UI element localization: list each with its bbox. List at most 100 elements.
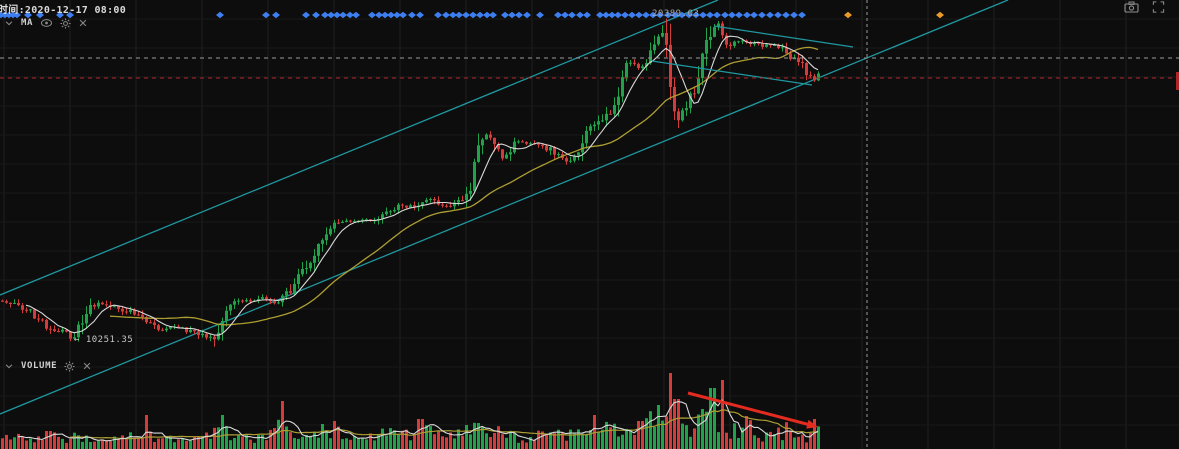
event-marker-diamond bbox=[469, 11, 477, 19]
event-marker-diamond bbox=[515, 11, 523, 19]
event-marker-diamond bbox=[635, 11, 643, 19]
trend-channel-lines[interactable] bbox=[0, 0, 1009, 415]
event-marker-diamond bbox=[523, 11, 531, 19]
event-marker-diamond bbox=[844, 11, 852, 19]
drawn-arrow-annotation[interactable] bbox=[687, 391, 818, 429]
event-marker-diamond bbox=[489, 11, 497, 19]
event-marker-diamond bbox=[790, 11, 798, 19]
event-marker-diamond bbox=[36, 11, 44, 19]
close-icon[interactable] bbox=[78, 18, 88, 28]
event-marker-diamond bbox=[442, 11, 450, 19]
event-marker-diamond bbox=[434, 11, 442, 19]
event-marker-diamond bbox=[302, 11, 310, 19]
pullback-flag-lines[interactable] bbox=[651, 25, 854, 86]
event-marker-diamond bbox=[327, 11, 335, 19]
gear-icon[interactable] bbox=[60, 17, 71, 29]
event-marker-diamond bbox=[699, 11, 707, 19]
event-marker-diamond bbox=[596, 11, 604, 19]
volume-bars bbox=[1, 373, 820, 449]
event-marker-diamond bbox=[936, 11, 944, 19]
event-marker-diamond bbox=[649, 11, 657, 19]
event-marker-diamond bbox=[656, 11, 664, 19]
event-marker-diamond bbox=[766, 11, 774, 19]
event-marker-diamond bbox=[262, 11, 270, 19]
event-marker-diamond bbox=[501, 11, 509, 19]
event-marker-diamond bbox=[216, 11, 224, 19]
alert-edge-tick bbox=[1176, 72, 1179, 90]
event-marker-diamond bbox=[721, 11, 729, 19]
event-marker-diamond bbox=[66, 11, 74, 19]
event-marker-diamond bbox=[393, 11, 401, 19]
event-marker-diamond bbox=[758, 11, 766, 19]
event-marker-diamond bbox=[408, 11, 416, 19]
event-marker-diamond bbox=[416, 11, 424, 19]
event-marker-diamond bbox=[743, 11, 751, 19]
event-marker-diamond bbox=[455, 11, 463, 19]
event-marker-diamond bbox=[381, 11, 389, 19]
event-markers[interactable] bbox=[0, 11, 944, 19]
event-marker-diamond bbox=[750, 11, 758, 19]
event-marker-diamond bbox=[536, 11, 544, 19]
event-marker-diamond bbox=[368, 11, 376, 19]
event-marker-diamond bbox=[13, 11, 21, 19]
event-marker-diamond bbox=[664, 11, 672, 19]
event-marker-diamond bbox=[706, 11, 714, 19]
chevron-down-icon[interactable] bbox=[4, 361, 14, 371]
event-marker-diamond bbox=[735, 11, 743, 19]
ma-indicator-label: MA bbox=[21, 18, 34, 28]
event-marker-diamond bbox=[483, 11, 491, 19]
candlesticks bbox=[1, 18, 820, 347]
event-marker-diamond bbox=[375, 11, 383, 19]
event-marker-diamond bbox=[628, 11, 636, 19]
event-marker-diamond bbox=[583, 11, 591, 19]
event-marker-diamond bbox=[312, 11, 320, 19]
chevron-down-icon[interactable] bbox=[4, 18, 14, 28]
event-marker-diamond bbox=[685, 11, 693, 19]
event-marker-diamond bbox=[333, 11, 341, 19]
event-marker-diamond bbox=[321, 11, 329, 19]
event-marker-diamond bbox=[728, 11, 736, 19]
event-marker-diamond bbox=[602, 11, 610, 19]
channel-lower bbox=[0, 0, 1009, 415]
event-marker-diamond bbox=[713, 11, 721, 19]
event-marker-diamond bbox=[399, 11, 407, 19]
event-marker-diamond bbox=[387, 11, 395, 19]
channel-upper bbox=[0, 0, 719, 296]
event-marker-diamond bbox=[554, 11, 562, 19]
event-marker-diamond bbox=[352, 11, 360, 19]
volume-indicator-legend: VOLUME bbox=[4, 360, 92, 372]
gear-icon[interactable] bbox=[64, 360, 75, 372]
eye-icon[interactable] bbox=[40, 18, 53, 28]
event-marker-diamond bbox=[462, 11, 470, 19]
alert-price-line[interactable] bbox=[0, 72, 1179, 90]
fullscreen-icon[interactable] bbox=[1152, 1, 1165, 13]
crosshair-time-label: 时间:2020-12-17 08:00 bbox=[0, 5, 127, 16]
camera-icon[interactable] bbox=[1124, 1, 1139, 13]
high-price-label: 20389.03 bbox=[652, 9, 700, 19]
flag-upper bbox=[713, 25, 854, 48]
flag-lower bbox=[651, 60, 813, 86]
event-marker-diamond bbox=[782, 11, 790, 19]
event-marker-diamond bbox=[272, 11, 280, 19]
event-marker-diamond bbox=[339, 11, 347, 19]
volume-indicator-label: VOLUME bbox=[21, 361, 58, 371]
event-marker-diamond bbox=[561, 11, 569, 19]
event-marker-diamond bbox=[24, 11, 32, 19]
event-marker-diamond bbox=[678, 11, 686, 19]
event-marker-diamond bbox=[346, 11, 354, 19]
event-marker-diamond bbox=[508, 11, 516, 19]
event-marker-diamond bbox=[798, 11, 806, 19]
close-icon[interactable] bbox=[82, 361, 92, 371]
low-price-label: ← 10251.35 bbox=[74, 335, 134, 345]
chart-toolbar bbox=[1124, 1, 1165, 13]
event-marker-diamond bbox=[608, 11, 616, 19]
event-marker-diamond bbox=[56, 11, 64, 19]
event-marker-diamond bbox=[774, 11, 782, 19]
event-marker-diamond bbox=[449, 11, 457, 19]
event-marker-diamond bbox=[671, 11, 679, 19]
event-marker-diamond bbox=[476, 11, 484, 19]
